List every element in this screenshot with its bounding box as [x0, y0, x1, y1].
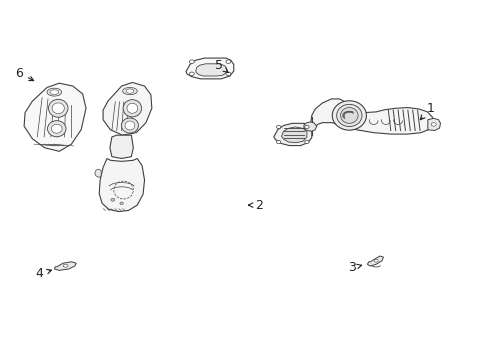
Text: 3: 3	[347, 261, 361, 274]
Polygon shape	[273, 123, 311, 145]
Ellipse shape	[331, 101, 366, 130]
Polygon shape	[304, 122, 316, 131]
Polygon shape	[54, 262, 76, 270]
Ellipse shape	[336, 104, 361, 127]
Ellipse shape	[127, 103, 138, 113]
Polygon shape	[195, 64, 226, 76]
Ellipse shape	[276, 140, 280, 144]
Polygon shape	[110, 135, 133, 158]
Ellipse shape	[126, 89, 134, 93]
Ellipse shape	[123, 100, 142, 117]
Ellipse shape	[47, 88, 61, 96]
Ellipse shape	[430, 123, 435, 126]
Ellipse shape	[276, 125, 280, 129]
Ellipse shape	[121, 118, 138, 133]
Ellipse shape	[63, 264, 68, 267]
Ellipse shape	[189, 72, 194, 76]
Text: 5: 5	[215, 59, 228, 73]
Ellipse shape	[373, 259, 377, 262]
Ellipse shape	[52, 103, 64, 114]
Ellipse shape	[50, 90, 59, 94]
Text: 6: 6	[15, 67, 34, 81]
Ellipse shape	[340, 108, 357, 123]
Polygon shape	[185, 58, 233, 79]
Text: 4: 4	[36, 267, 51, 280]
Polygon shape	[310, 99, 433, 134]
Text: 1: 1	[420, 102, 434, 120]
Ellipse shape	[48, 99, 68, 117]
Polygon shape	[103, 82, 152, 135]
Ellipse shape	[225, 60, 230, 63]
Ellipse shape	[304, 125, 308, 129]
Polygon shape	[281, 127, 306, 143]
Ellipse shape	[111, 198, 115, 201]
Ellipse shape	[125, 121, 135, 130]
Ellipse shape	[304, 140, 308, 144]
Ellipse shape	[122, 87, 137, 95]
Polygon shape	[24, 83, 86, 151]
Ellipse shape	[189, 60, 194, 63]
Ellipse shape	[120, 202, 123, 204]
Text: 2: 2	[248, 199, 263, 212]
Ellipse shape	[225, 72, 230, 76]
Ellipse shape	[47, 121, 66, 137]
Polygon shape	[95, 169, 101, 177]
Polygon shape	[427, 118, 440, 131]
Polygon shape	[366, 256, 383, 266]
Polygon shape	[99, 158, 144, 212]
Ellipse shape	[51, 124, 62, 133]
